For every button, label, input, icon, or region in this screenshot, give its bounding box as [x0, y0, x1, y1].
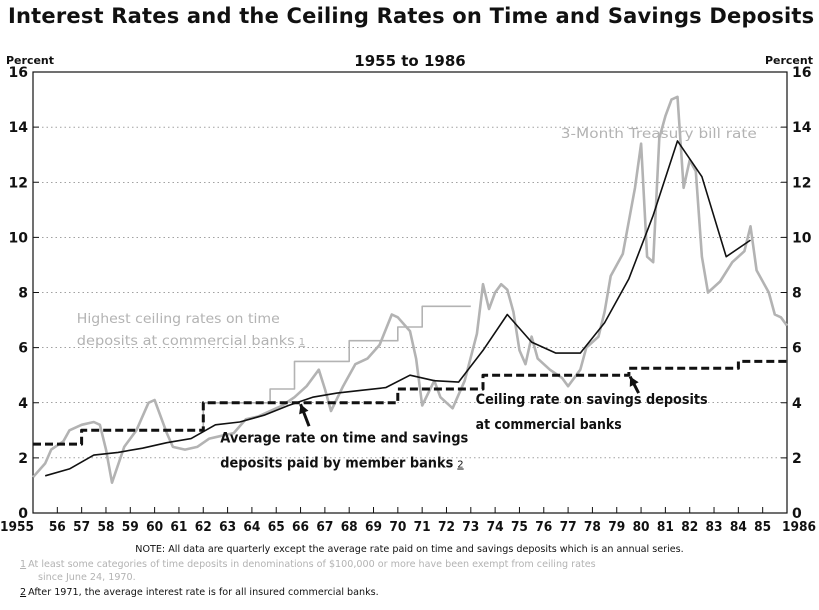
y-tick-label-right: 14 [792, 120, 812, 136]
footnote-1: 1 At least some categories of time deposi… [20, 559, 596, 570]
annotation-savings-2: at commercial banks [476, 417, 622, 433]
series-layer [32, 95, 789, 485]
y-tick-label-right: 16 [792, 65, 811, 81]
y-axis-label-right: Percent [765, 54, 813, 67]
axes [32, 71, 788, 514]
x-tick-label: 76 [535, 519, 552, 535]
footnote-2-text: After 1971, the average interest rate is… [28, 587, 379, 598]
annotation-average-mark: 2 [457, 460, 463, 471]
annotation-average-2: deposits paid by member banks [220, 456, 453, 472]
x-tick-label: 60 [146, 519, 163, 535]
y-tick-label-right: 10 [792, 230, 812, 246]
x-tick-label: 58 [97, 519, 114, 535]
chart-subtitle: 1955 to 1986 [354, 52, 465, 70]
x-tick-label: 69 [365, 519, 382, 535]
note-main: NOTE: All data are quarterly except the … [135, 544, 684, 555]
footnote-1-mark: 1 [20, 559, 27, 570]
x-tick-label: 57 [73, 519, 90, 535]
y-tick-label-right: 6 [792, 341, 802, 357]
x-tick-label: 66 [292, 519, 309, 535]
x-tick-label: 74 [487, 519, 504, 535]
x-tick-label: 1986 [782, 519, 816, 535]
annotation-average-1: Average rate on time and savings [220, 431, 468, 447]
y-tick-label-left: 16 [9, 65, 28, 81]
x-tick-label: 82 [681, 519, 698, 535]
y-tick-label-left: 2 [18, 451, 28, 467]
y-tick-label-right: 0 [792, 506, 802, 522]
series-line-ceiling-rate-on-savings-deposits-at-commercial-banks [33, 359, 787, 446]
series-line-3-month-treasury-bill-rate [32, 95, 789, 485]
annotation-ceiling-time-mark: 1 [299, 337, 305, 348]
x-tick-label: 75 [511, 519, 528, 535]
footnote-2: 2 After 1971, the average interest rate i… [20, 587, 379, 598]
x-tick-label: 81 [657, 519, 674, 535]
x-tick-label: 1955 [0, 519, 34, 535]
x-tick-label: 79 [608, 519, 625, 535]
y-tick-label-right: 2 [792, 451, 802, 467]
x-tick-label: 67 [316, 519, 333, 535]
arrow-savings-head [629, 376, 639, 387]
x-tick-label: 72 [438, 519, 455, 535]
footnote-1-text: At least some categories of time deposit… [28, 559, 596, 570]
x-tick-label: 70 [389, 519, 406, 535]
x-tick-label: 56 [49, 519, 66, 535]
footnote-2-mark: 2 [20, 587, 27, 598]
x-tick-label: 71 [414, 519, 431, 535]
annotation-ceiling-time-2: deposits at commercial banks [77, 334, 295, 349]
x-tick-label: 80 [633, 519, 650, 535]
x-tick-label: 73 [462, 519, 479, 535]
y-tick-label-left: 0 [18, 506, 28, 522]
x-tick-label: 61 [170, 519, 187, 535]
y-tick-label-left: 6 [18, 341, 28, 357]
y-tick-label-left: 12 [9, 175, 28, 191]
footnote-1-continued: since June 24, 1970. [38, 572, 136, 583]
x-tick-label: 68 [341, 519, 358, 535]
x-tick-label: 63 [219, 519, 236, 535]
y-tick-label-left: 10 [9, 230, 29, 246]
arrow-average-head [299, 404, 309, 415]
x-tick-label: 62 [195, 519, 212, 535]
y-tick-label-right: 8 [792, 286, 802, 302]
x-tick-label: 83 [706, 519, 723, 535]
x-tick-label: 65 [268, 519, 285, 535]
annotations: 3-Month Treasury bill rate Highest ceilin… [77, 127, 757, 471]
x-tick-label: 84 [730, 519, 747, 535]
y-tick-label-left: 8 [18, 286, 28, 302]
y-tick-label-left: 14 [9, 120, 29, 136]
x-tick-label: 78 [584, 519, 601, 535]
y-tick-label-right: 4 [792, 396, 802, 412]
x-tick-label: 64 [243, 519, 260, 535]
x-tick-label: 77 [560, 519, 577, 535]
annotation-savings-1: Ceiling rate on savings deposits [476, 392, 708, 408]
series-line-average-rate-on-time-and-savings-deposits-paid-by-member-banks [44, 140, 751, 477]
x-tick-label: 85 [754, 519, 771, 535]
y-tick-label-right: 12 [792, 175, 811, 191]
x-tick-label: 59 [122, 519, 139, 535]
y-tick-label-left: 4 [18, 396, 28, 412]
annotation-ceiling-time-1: Highest ceiling rates on time [77, 312, 280, 327]
annotation-treasury: 3-Month Treasury bill rate [561, 127, 757, 142]
chart-title: Interest Rates and the Ceiling Rates on … [8, 4, 815, 28]
y-axis-label-left: Percent [6, 54, 54, 67]
